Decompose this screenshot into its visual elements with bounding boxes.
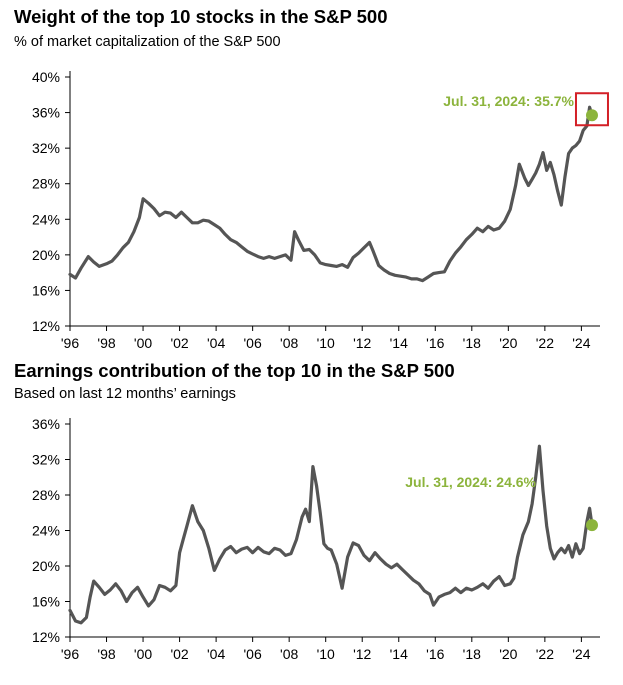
chart1-y-tick-label: 24% (32, 211, 60, 227)
chart1-x-tick-label: '20 (499, 335, 517, 351)
chart2-x-tick-label: '06 (244, 646, 262, 662)
chart1-x-tick-label: '16 (426, 335, 444, 351)
chart2-earnings-contribution: 12% 16% 20% 24% 28% 32% 36% '96 '98 '00 '02 '04 '06 '… (32, 416, 600, 662)
chart2-x-tick-label: '10 (317, 646, 335, 662)
chart1-x-tick-label: '24 (572, 335, 590, 351)
chart2-annotation: Jul. 31, 2024: 24.6% (405, 474, 536, 490)
chart1-x-tick-label: '10 (317, 335, 335, 351)
chart1-x-tick-label: '98 (97, 335, 115, 351)
chart2-subtitle: Based on last 12 months’ earnings (14, 386, 236, 402)
chart1-y-tick-label: 16% (32, 282, 60, 298)
chart1-y-tick-label: 28% (32, 176, 60, 192)
chart2-x-tick-label: '22 (536, 646, 554, 662)
chart2-latest-point (585, 519, 598, 532)
chart1-annotation: Jul. 31, 2024: 35.7% (443, 93, 574, 109)
chart2-y-tick-label: 32% (32, 452, 60, 468)
chart2-x-tick-label: '00 (134, 646, 152, 662)
chart1-x-tick-label: '14 (390, 335, 408, 351)
chart1-title: Weight of the top 10 stocks in the S&P 5… (14, 6, 388, 27)
chart2-x-tick-label: '96 (61, 646, 79, 662)
chart2-y-tick-label: 16% (32, 594, 60, 610)
chart1-x-tick-label: '04 (207, 335, 225, 351)
chart1-x-tick-label: '18 (463, 335, 481, 351)
chart2-x-tick-label: '20 (499, 646, 517, 662)
chart2-title: Earnings contribution of the top 10 in t… (14, 360, 455, 381)
chart1-highlight-box (574, 92, 609, 127)
chart2-x-tick-label: '98 (97, 646, 115, 662)
chart2-series-line (68, 444, 594, 625)
chart2-x-tick-label: '14 (390, 646, 408, 662)
chart1-x-tick-label: '08 (280, 335, 298, 351)
chart2-x-tick-label: '12 (353, 646, 371, 662)
chart1-x-tick-label: '96 (61, 335, 79, 351)
chart1-series-line (68, 105, 594, 283)
chart2-x-tick-label: '16 (426, 646, 444, 662)
chart1-y-tick-label: 36% (32, 105, 60, 121)
chart2-y-tick-label: 12% (32, 629, 60, 645)
chart1-latest-point (585, 109, 598, 122)
chart1-y-tick-label: 32% (32, 140, 60, 156)
chart2-x-tick-label: '18 (463, 646, 481, 662)
chart2-x-tick-label: '02 (170, 646, 188, 662)
chart1-y-tick-label: 20% (32, 247, 60, 263)
chart1-weight-of-top10: 12% 16% 20% 24% 28% 32% 36% 40% '96 '98 '00 '02 '04 '… (32, 69, 609, 351)
chart1-x-tick-label: '22 (536, 335, 554, 351)
chart2-y-tick-label: 36% (32, 416, 60, 432)
chart2-x-tick-label: '08 (280, 646, 298, 662)
chart2-y-tick-label: 24% (32, 523, 60, 539)
chart1-x-tick-label: '00 (134, 335, 152, 351)
chart1-x-tick-label: '12 (353, 335, 371, 351)
chart2-y-tick-label: 28% (32, 487, 60, 503)
chart1-y-tick-label: 40% (32, 69, 60, 85)
chart1-x-tick-label: '06 (244, 335, 262, 351)
chart2-y-tick-label: 20% (32, 558, 60, 574)
chart1-subtitle: % of market capitalization of the S&P 50… (14, 34, 281, 50)
chart2-x-tick-label: '24 (572, 646, 590, 662)
chart2-x-tick-label: '04 (207, 646, 225, 662)
chart1-x-tick-label: '02 (170, 335, 188, 351)
chart1-y-tick-label: 12% (32, 318, 60, 334)
